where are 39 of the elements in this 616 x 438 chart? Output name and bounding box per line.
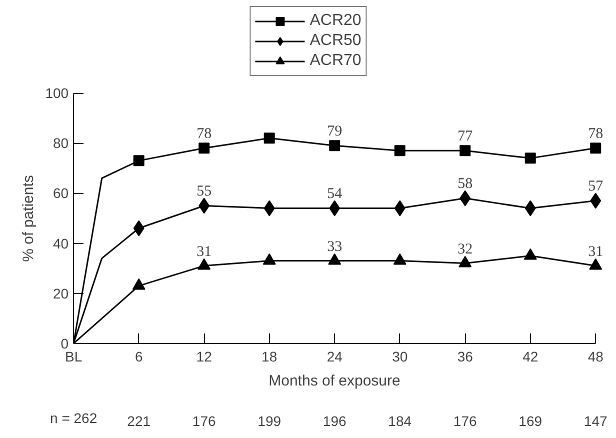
data-label: 78 (588, 126, 604, 142)
legend-label: ACR70 (310, 51, 362, 71)
data-label: 55 (196, 184, 212, 200)
data-label: 54 (327, 186, 343, 202)
text: 196 (322, 412, 346, 429)
data-label: 79 (327, 124, 342, 140)
text: 184 (388, 412, 412, 429)
text: 199 (258, 412, 282, 429)
y-tick-label: 60 (53, 185, 69, 202)
y-tick-label: 20 (53, 285, 69, 302)
y-tick-label: 100 (45, 85, 69, 102)
legend-label: ACR50 (310, 31, 362, 51)
y-axis-title: % of patients (20, 175, 38, 262)
text: 176 (192, 412, 216, 429)
text: 147 (584, 412, 608, 429)
data-label: 78 (196, 126, 212, 142)
text: 221 (127, 412, 151, 429)
x-tick-label: 6 (134, 348, 143, 364)
x-tick-label: 24 (326, 348, 343, 364)
x-tick-label: 12 (196, 348, 212, 364)
x-tick-label: 42 (522, 348, 538, 364)
y-tick-label: 40 (53, 235, 69, 252)
text: 176 (453, 412, 478, 429)
data-label: 32 (458, 241, 473, 258)
text: 169 (518, 412, 542, 429)
x-tick-label: 36 (457, 348, 474, 364)
legend-label: ACR20 (310, 11, 362, 31)
data-label: 31 (196, 244, 212, 260)
data-label: 77 (458, 128, 474, 145)
x-axis-title: Months of exposure (268, 372, 400, 390)
data-label: 57 (588, 178, 604, 195)
x-tick-label: 48 (588, 348, 604, 364)
data-label: 31 (588, 244, 604, 260)
data-label: 58 (458, 176, 473, 192)
y-tick-label: 80 (53, 135, 69, 152)
x-tick-label: 30 (392, 348, 408, 364)
text: n = 262 (50, 410, 98, 426)
x-tick-label: 18 (262, 348, 278, 364)
data-label: 33 (327, 238, 342, 255)
